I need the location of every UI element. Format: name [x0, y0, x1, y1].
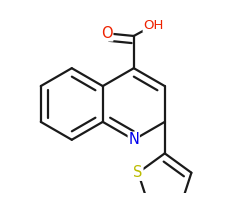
Text: N: N: [128, 132, 139, 147]
Text: O: O: [101, 26, 113, 41]
Text: S: S: [133, 165, 143, 180]
Text: OH: OH: [143, 19, 164, 32]
